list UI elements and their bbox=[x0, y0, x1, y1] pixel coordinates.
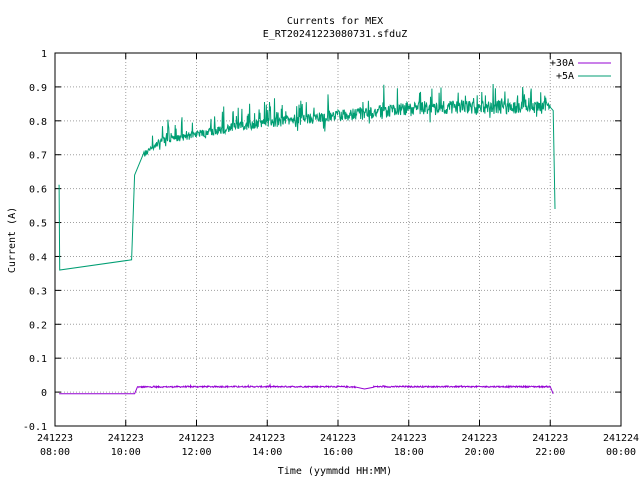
x-tick-label-time: 22:00 bbox=[535, 447, 565, 458]
y-tick-label: 0.1 bbox=[29, 354, 47, 365]
y-tick-label: 0.2 bbox=[29, 320, 47, 331]
y-axis-label: Current (A) bbox=[7, 207, 18, 273]
legend-label-30a: +30A bbox=[550, 58, 574, 69]
y-tick-label: 0.7 bbox=[29, 151, 47, 162]
y-tick-label: -0.1 bbox=[23, 422, 47, 433]
x-tick-label-date: 241223 bbox=[178, 433, 214, 444]
x-tick-label-time: 08:00 bbox=[40, 447, 70, 458]
x-tick-label-date: 241224 bbox=[603, 433, 639, 444]
y-tick-label: 0.3 bbox=[29, 286, 47, 297]
series-layer bbox=[58, 83, 556, 395]
x-tick-label-date: 241223 bbox=[461, 433, 497, 444]
x-tick-label-date: 241223 bbox=[391, 433, 427, 444]
x-tick-label-date: 241223 bbox=[532, 433, 568, 444]
x-tick-label-time: 16:00 bbox=[323, 447, 353, 458]
chart-title: Currents for MEX bbox=[287, 16, 383, 27]
y-tick-label: 0.9 bbox=[29, 83, 47, 94]
x-tick-label-time: 18:00 bbox=[394, 447, 424, 458]
y-tick-label: 1 bbox=[41, 49, 47, 60]
x-tick-label-date: 241223 bbox=[108, 433, 144, 444]
x-tick-label-date: 241223 bbox=[249, 433, 285, 444]
series-line-5a bbox=[58, 83, 556, 271]
x-tick-label-date: 241223 bbox=[37, 433, 73, 444]
y-tick-label: 0.8 bbox=[29, 117, 47, 128]
y-tick-label: 0.5 bbox=[29, 219, 47, 230]
series-line-30a bbox=[59, 383, 554, 395]
legend: +30A +5A bbox=[550, 58, 611, 82]
x-tick-label-time: 00:00 bbox=[606, 447, 636, 458]
x-tick-label-time: 20:00 bbox=[464, 447, 494, 458]
chart-subtitle: E_RT20241223080731.sfduZ bbox=[263, 29, 408, 40]
y-tick-label: 0.4 bbox=[29, 252, 47, 263]
x-axis-label: Time (yymmdd HH:MM) bbox=[278, 466, 392, 477]
x-tick-label-time: 14:00 bbox=[252, 447, 282, 458]
x-tick-label-date: 241223 bbox=[320, 433, 356, 444]
grid bbox=[54, 52, 622, 427]
y-tick-label: 0.6 bbox=[29, 185, 47, 196]
axis-ticks: -0.1 0 0.1 0.2 0.3 0.4 0.5 0.6 0.7 0.8 0.9 1 241223 0… bbox=[23, 49, 639, 458]
x-tick-label-time: 12:00 bbox=[181, 447, 211, 458]
y-tick-label: 0 bbox=[41, 388, 47, 399]
legend-label-5a: +5A bbox=[556, 71, 574, 82]
x-tick-label-time: 10:00 bbox=[111, 447, 141, 458]
plot-frame bbox=[54, 52, 622, 427]
